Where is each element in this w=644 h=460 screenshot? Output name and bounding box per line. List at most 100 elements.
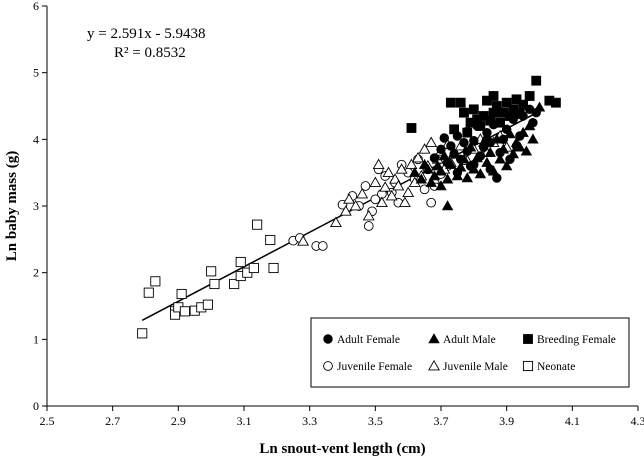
juvenile-male-point — [395, 163, 408, 174]
breeding-female-point — [455, 97, 466, 108]
adult-male-point — [497, 143, 510, 154]
x-tick-label: 4.1 — [565, 414, 580, 428]
y-tick-label: 4 — [33, 132, 39, 146]
adult-male-point — [435, 180, 447, 191]
juvenile-female-point — [370, 194, 381, 205]
juvenile-male-point — [385, 189, 398, 201]
breeding-female-point — [491, 101, 502, 111]
x-tick-label: 2.5 — [40, 414, 55, 428]
adult-male-point — [507, 148, 519, 159]
adult-male-point — [448, 146, 460, 157]
juvenile-male-point — [379, 181, 392, 192]
juvenile-male-point — [349, 199, 362, 211]
juvenile-male-point — [297, 235, 310, 246]
juvenile-male-point — [389, 173, 402, 184]
adult-female-point — [459, 137, 469, 148]
legend-label: Breeding Female — [537, 334, 616, 346]
breeding-female-point — [475, 121, 486, 131]
y-tick-label: 0 — [33, 399, 39, 413]
adult-female-point — [446, 141, 456, 151]
breeding-female-point — [445, 97, 456, 108]
adult-male-point — [474, 168, 487, 179]
juvenile-male-point — [329, 216, 342, 228]
breeding-female-point — [524, 91, 535, 101]
breeding-female-point — [518, 99, 528, 110]
neonate-point — [206, 266, 217, 277]
adult-male-point — [415, 173, 428, 184]
adult-male-point — [477, 136, 490, 147]
adult-male-point — [514, 141, 526, 152]
juvenile-female-point — [360, 181, 371, 191]
juvenile-male-point — [418, 143, 431, 154]
breeding-female-point — [551, 97, 561, 108]
adult-male-point — [504, 128, 516, 139]
annotations: y = 2.591x - 5.9438 R² = 0.8532 — [87, 26, 205, 61]
juvenile-male-point — [343, 193, 356, 204]
breeding-female-point — [511, 94, 522, 105]
legend-filled-triangle-icon — [428, 333, 440, 344]
adult-male-point — [451, 170, 464, 181]
x-axis-title: Ln snout-vent length (cm) — [259, 441, 425, 457]
juvenile-male-point — [425, 136, 438, 148]
juvenile-female-point — [363, 221, 374, 231]
adult-female-point — [469, 135, 479, 146]
breeding-female-point — [488, 91, 499, 101]
breeding-female-point — [462, 127, 473, 138]
adult-female-point — [439, 133, 449, 143]
y-tick-label: 6 — [33, 0, 39, 13]
juvenile-male-point — [402, 186, 415, 198]
breeding-female-point — [449, 124, 460, 135]
adult-male-point — [484, 146, 496, 157]
breeding-female-point — [514, 109, 525, 119]
adult-male-point — [445, 158, 457, 169]
x-tick-label: 3.7 — [434, 414, 449, 428]
breeding-female-point — [459, 107, 469, 118]
adult-female-point — [429, 153, 440, 163]
breeding-female-point — [468, 104, 479, 115]
breeding-female-point — [531, 75, 542, 86]
juvenile-male-point — [412, 151, 424, 163]
adult-male-point — [441, 200, 454, 211]
r-squared-label: R² = 0.8532 — [114, 45, 186, 61]
legend-label: Juvenile Male — [443, 361, 508, 373]
adult-male-point — [481, 130, 493, 141]
breeding-female-point — [501, 97, 512, 108]
neonate-point — [235, 256, 246, 268]
adult-male-point — [435, 165, 447, 176]
breeding-female-point — [406, 123, 417, 133]
legend: Adult Female Adult Male Breeding Female Juv… — [310, 317, 630, 388]
legend-open-triangle-icon — [428, 359, 440, 371]
x-tick-label: 2.7 — [105, 414, 120, 428]
neonate-point — [229, 278, 240, 290]
neonate-point — [209, 278, 220, 290]
x-tick-label: 3.3 — [302, 414, 317, 428]
juvenile-male-point — [356, 187, 369, 199]
adult-male-point — [533, 101, 546, 112]
adult-male-point — [464, 141, 477, 152]
legend-box — [310, 317, 630, 388]
juvenile-male-point — [398, 196, 411, 208]
juvenile-female-point — [317, 241, 328, 251]
adult-male-point — [441, 173, 454, 184]
data-points — [137, 75, 561, 339]
adult-male-point — [494, 153, 506, 164]
adult-male-point — [461, 172, 473, 183]
adult-male-point — [468, 163, 480, 174]
y-tick-label: 1 — [33, 332, 39, 346]
juvenile-male-point — [369, 176, 382, 188]
neonate-point — [268, 262, 279, 274]
x-tick-label: 2.9 — [171, 414, 186, 428]
neonate-point — [143, 287, 154, 298]
juvenile-male-point — [392, 179, 405, 191]
x-tick-label: 4.3 — [631, 414, 644, 428]
adult-male-point — [523, 120, 536, 131]
legend-open-circle-icon — [323, 361, 333, 371]
neonate-point — [265, 234, 276, 246]
adult-male-point — [481, 156, 493, 167]
y-tick-label: 3 — [33, 199, 39, 213]
adult-male-point — [487, 165, 500, 176]
adult-male-point — [471, 152, 483, 163]
neonate-point — [150, 276, 161, 287]
juvenile-female-point — [426, 197, 437, 208]
